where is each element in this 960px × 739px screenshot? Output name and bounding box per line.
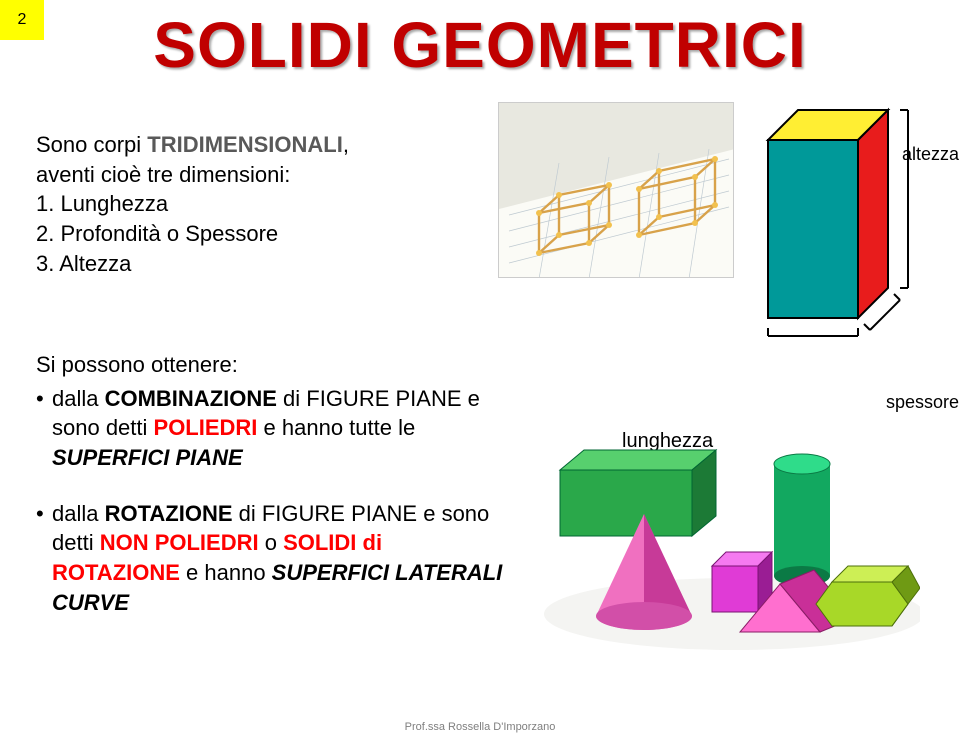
intro-p2: aventi cioè tre dimensioni: — [36, 162, 290, 187]
intro-item1: 1. Lunghezza — [36, 191, 168, 216]
t: e hanno — [180, 560, 272, 585]
intro-item2: 2. Profondità o Spessore — [36, 221, 278, 246]
t: e hanno tutte le — [257, 415, 415, 440]
cuboid-diagram — [740, 100, 920, 330]
defs-heading: Si possono ottenere: — [36, 350, 516, 380]
t: POLIEDRI — [154, 415, 258, 440]
wireframe-svg — [499, 103, 734, 278]
defs-item-nonpoliedri: dalla ROTAZIONE di FIGURE PIANE e sono d… — [36, 499, 516, 618]
t: dalla — [52, 501, 105, 526]
t: o — [259, 530, 283, 555]
intro-p1c: , — [343, 132, 349, 157]
label-altezza: altezza — [902, 144, 959, 165]
intro-p1a: Sono corpi — [36, 132, 147, 157]
wireframe-photo — [498, 102, 734, 278]
definitions-text: Si possono ottenere: dalla COMBINAZIONE … — [36, 350, 516, 644]
intro-text: Sono corpi TRIDIMENSIONALI, aventi cioè … — [36, 130, 456, 278]
t: ROTAZIONE — [105, 501, 233, 526]
solids-collection — [524, 426, 920, 656]
page-title: SOLIDI GEOMETRICI — [0, 8, 960, 82]
t: COMBINAZIONE — [105, 386, 277, 411]
footer-credit: Prof.ssa Rossella D'Imporzano — [0, 721, 960, 733]
intro-item3: 3. Altezza — [36, 251, 131, 276]
defs-item-poliedri: dalla COMBINAZIONE di FIGURE PIANE e son… — [36, 384, 516, 473]
t: NON POLIEDRI — [100, 530, 259, 555]
solids-svg — [524, 426, 920, 656]
t: dalla — [52, 386, 105, 411]
label-spessore: spessore — [886, 392, 959, 413]
cuboid-svg — [740, 100, 950, 360]
t: SUPERFICI PIANE — [52, 445, 243, 470]
intro-tridimensionali: TRIDIMENSIONALI — [147, 132, 343, 157]
